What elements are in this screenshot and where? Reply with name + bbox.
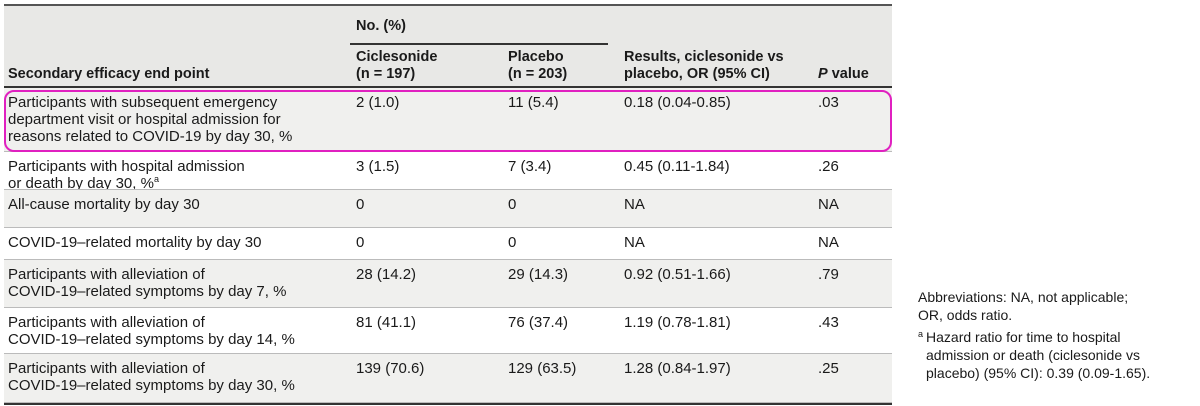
- row-divider: [4, 189, 892, 190]
- placebo-value: 76 (37.4): [508, 314, 569, 331]
- ciclesonide-value: 28 (14.2): [356, 266, 417, 283]
- endpoint-label: Participants with alleviation of COVID-1…: [8, 266, 287, 300]
- odds-ratio-value: NA: [624, 234, 645, 251]
- endpoint-label: All-cause mortality by day 30: [8, 196, 200, 213]
- footnote-text: Hazard ratio for time to hospital admiss…: [926, 329, 1151, 381]
- table-row: COVID-19–related mortality by day 30 0 0 NA…: [4, 228, 892, 260]
- p-value: .79: [818, 266, 839, 283]
- ciclesonide-value: 3 (1.5): [356, 158, 400, 175]
- ciclesonide-value: 139 (70.6): [356, 360, 425, 377]
- row-divider: [4, 353, 892, 354]
- p-value: .26: [818, 158, 839, 175]
- placebo-value: 129 (63.5): [508, 360, 577, 377]
- row-divider: [4, 259, 892, 260]
- table-row: Participants with alleviation of COVID-1…: [4, 354, 892, 403]
- highlight-box: [4, 90, 892, 152]
- row-divider: [4, 227, 892, 228]
- placebo-value: 0: [508, 234, 517, 251]
- top-rule: [4, 4, 892, 6]
- abbreviations-note: Abbreviations: NA, not applicable; OR, o…: [918, 289, 1129, 323]
- odds-ratio-value: 1.19 (0.78-1.81): [624, 314, 731, 331]
- table-row: Participants with alleviation of COVID-1…: [4, 308, 892, 354]
- odds-ratio-value: NA: [624, 196, 645, 213]
- endpoint-label: Participants with hospital admission or …: [8, 158, 245, 192]
- odds-ratio-value: 0.92 (0.51-1.66): [624, 266, 731, 283]
- odds-ratio-value: 1.28 (0.84-1.97): [624, 360, 731, 377]
- footnote-a: a Hazard ratio for time to hospital admi…: [918, 328, 1198, 382]
- placebo-value: 0: [508, 196, 517, 213]
- p-value: NA: [818, 196, 839, 213]
- odds-ratio-value: 0.18 (0.04-0.85): [624, 94, 731, 111]
- ciclesonide-value: 81 (41.1): [356, 314, 417, 331]
- endpoint-label: Participants with alleviation of COVID-1…: [8, 314, 295, 348]
- footnote-marker: a: [153, 174, 159, 184]
- row-divider: [4, 307, 892, 308]
- p-value: .25: [818, 360, 839, 377]
- footnote-mark: a: [918, 329, 924, 339]
- p-value: .43: [818, 314, 839, 331]
- header-endpoint: Secondary efficacy end point: [8, 66, 210, 82]
- table-header: [4, 4, 892, 86]
- table-row: All-cause mortality by day 30 0 0 NA NA: [4, 190, 892, 228]
- endpoint-label: COVID-19–related mortality by day 30: [8, 234, 262, 251]
- placebo-value: 7 (3.4): [508, 158, 552, 175]
- table-row: Participants with alleviation of COVID-1…: [4, 260, 892, 308]
- endpoint-label: Participants with subsequent emergency d…: [8, 94, 293, 145]
- header-rule: [4, 86, 892, 88]
- placebo-value: 11 (5.4): [508, 94, 559, 111]
- p-value: NA: [818, 234, 839, 251]
- table-row: Participants with hospital admission or …: [4, 152, 892, 192]
- row-divider: [4, 402, 892, 403]
- endpoint-label: Participants with alleviation of COVID-1…: [8, 360, 295, 394]
- header-group-no-percent: No. (%): [356, 18, 406, 34]
- odds-ratio-value: 0.45 (0.11-1.84): [624, 158, 730, 175]
- table-notes: Abbreviations: NA, not applicable; OR, o…: [918, 288, 1198, 382]
- p-value: .03: [818, 94, 839, 111]
- ciclesonide-value: 0: [356, 196, 365, 213]
- results-table: Secondary efficacy end point No. (%) Cic…: [4, 4, 892, 405]
- ciclesonide-value: 2 (1.0): [356, 94, 400, 111]
- ciclesonide-value: 0: [356, 234, 365, 251]
- group-underline: [350, 43, 608, 45]
- header-results: Results, ciclesonide vs placebo, OR (95%…: [624, 49, 784, 82]
- header-ciclesonide: Ciclesonide (n = 197): [356, 49, 438, 82]
- bottom-rule: [4, 403, 892, 405]
- header-p-value: P value: [818, 66, 869, 82]
- placebo-value: 29 (14.3): [508, 266, 569, 283]
- header-placebo: Placebo (n = 203): [508, 49, 568, 82]
